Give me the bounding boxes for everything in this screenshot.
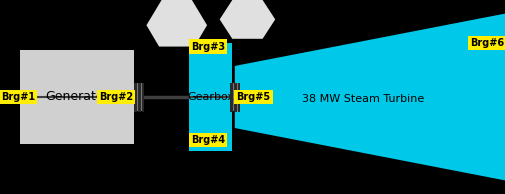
Text: Brg#2: Brg#2 [98,92,133,102]
Text: 38 MW Steam Turbine: 38 MW Steam Turbine [302,94,425,104]
Text: Brg#4: Brg#4 [191,135,225,145]
Text: Brg#5: Brg#5 [236,92,271,102]
Text: Gearbox: Gearbox [187,92,234,102]
Text: Brg#6: Brg#6 [470,38,504,48]
Polygon shape [235,12,505,182]
Text: Brg#3: Brg#3 [191,42,225,52]
Text: Brg#1: Brg#1 [1,92,35,102]
Polygon shape [146,0,207,47]
Bar [230,83,239,111]
Bar [189,43,232,151]
Polygon shape [220,0,275,39]
Text: Generator: Generator [45,90,109,104]
Bar [134,83,143,111]
Bar [20,50,134,144]
